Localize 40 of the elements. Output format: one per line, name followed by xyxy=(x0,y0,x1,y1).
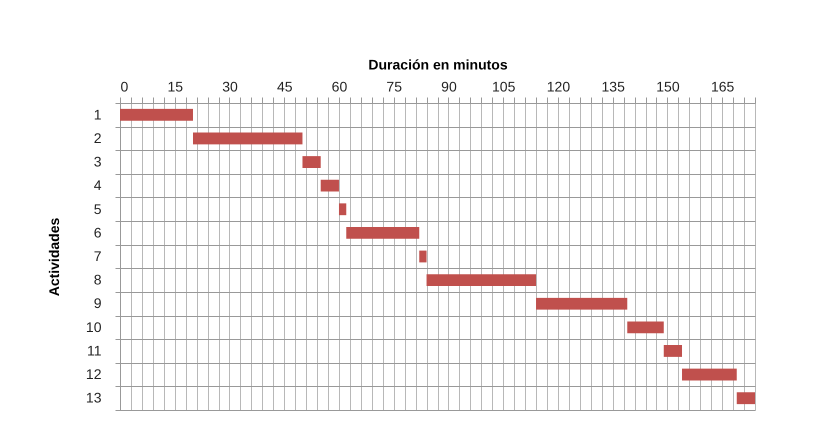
y-tick-label: 3 xyxy=(94,154,102,170)
y-tick-label: 5 xyxy=(94,200,102,217)
bar xyxy=(302,156,321,168)
y-tick-label: 7 xyxy=(94,248,102,264)
y-tick-label: 9 xyxy=(94,295,102,312)
bar xyxy=(664,345,682,357)
y-axis-title: Actividades xyxy=(46,217,62,296)
y-tick-label: 6 xyxy=(94,224,102,240)
bar xyxy=(536,298,628,310)
x-tick-label: 120 xyxy=(546,78,570,94)
x-tick-label: 150 xyxy=(656,78,680,94)
x-tick-label: 45 xyxy=(276,78,293,94)
x-axis-title: Duración en minutos xyxy=(368,56,508,72)
x-tick-label: 15 xyxy=(167,78,184,94)
x-tick-label: 135 xyxy=(601,78,626,94)
y-tick-label: 2 xyxy=(94,130,102,146)
x-tick-label: 60 xyxy=(332,78,348,94)
x-tick-label: 30 xyxy=(222,78,238,94)
bar xyxy=(120,108,193,121)
x-tick-label: 90 xyxy=(441,78,457,94)
bar xyxy=(346,226,420,239)
bar xyxy=(338,203,346,216)
y-tick-label: 4 xyxy=(94,177,102,194)
y-tick-label: 8 xyxy=(94,272,102,288)
bar xyxy=(426,274,536,286)
y-tick-label: 10 xyxy=(86,318,102,335)
x-tick-label: 0 xyxy=(120,78,128,94)
bar xyxy=(682,368,737,380)
bar xyxy=(419,250,427,262)
y-tick-label: 12 xyxy=(86,366,102,382)
bar xyxy=(736,392,755,404)
x-tick-label: 105 xyxy=(492,78,516,94)
bar xyxy=(627,321,664,334)
y-tick-label: 13 xyxy=(86,390,102,406)
x-tick-label: 165 xyxy=(710,78,735,94)
x-tick-label: 75 xyxy=(386,78,402,94)
y-tick-label: 11 xyxy=(86,342,102,358)
y-tick-label: 1 xyxy=(94,106,102,122)
bar xyxy=(192,132,302,144)
bar xyxy=(320,180,339,192)
